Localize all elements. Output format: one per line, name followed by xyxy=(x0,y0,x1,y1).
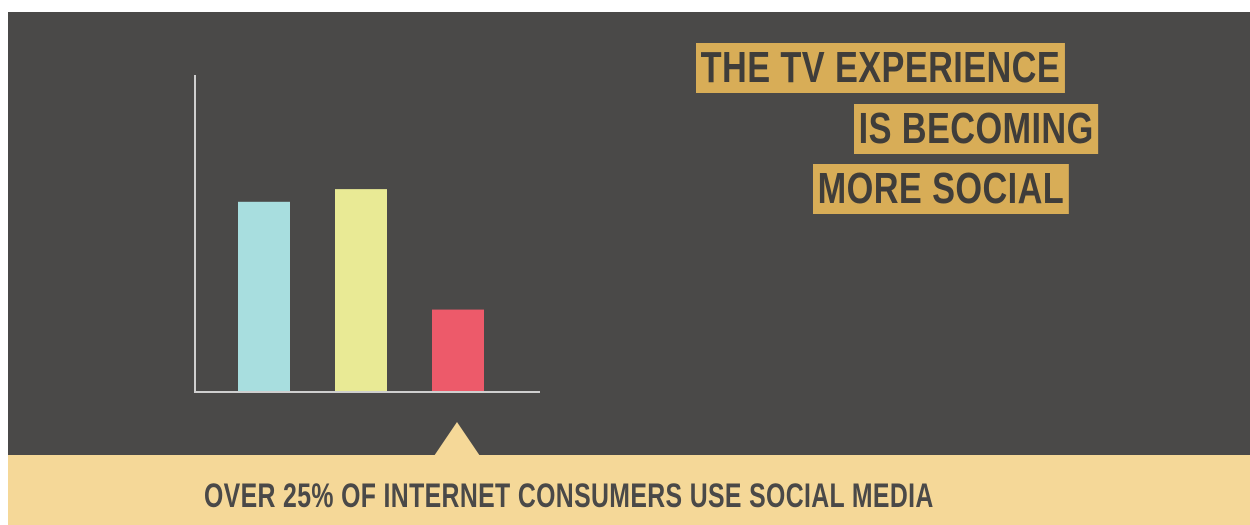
bar-chart xyxy=(194,75,540,393)
headline: THE TV EXPERIENCE IS BECOMING MORE SOCIA… xyxy=(8,12,1250,312)
headline-line-2: IS BECOMING xyxy=(854,104,1099,154)
infographic-scene: THE TV EXPERIENCE IS BECOMING MORE SOCIA… xyxy=(8,12,1250,525)
headline-line-3: MORE SOCIAL xyxy=(813,164,1069,214)
callout-banner xyxy=(8,455,1250,525)
headline-line-1: THE TV EXPERIENCE xyxy=(696,43,1065,93)
bars-group xyxy=(238,189,484,392)
callout-pointer xyxy=(434,422,480,456)
bar-2 xyxy=(335,189,387,392)
bar-3 xyxy=(432,309,484,392)
callout-text: OVER 25% OF INTERNET CONSUMERS USE SOCIA… xyxy=(204,477,934,515)
bar-1 xyxy=(238,201,290,392)
